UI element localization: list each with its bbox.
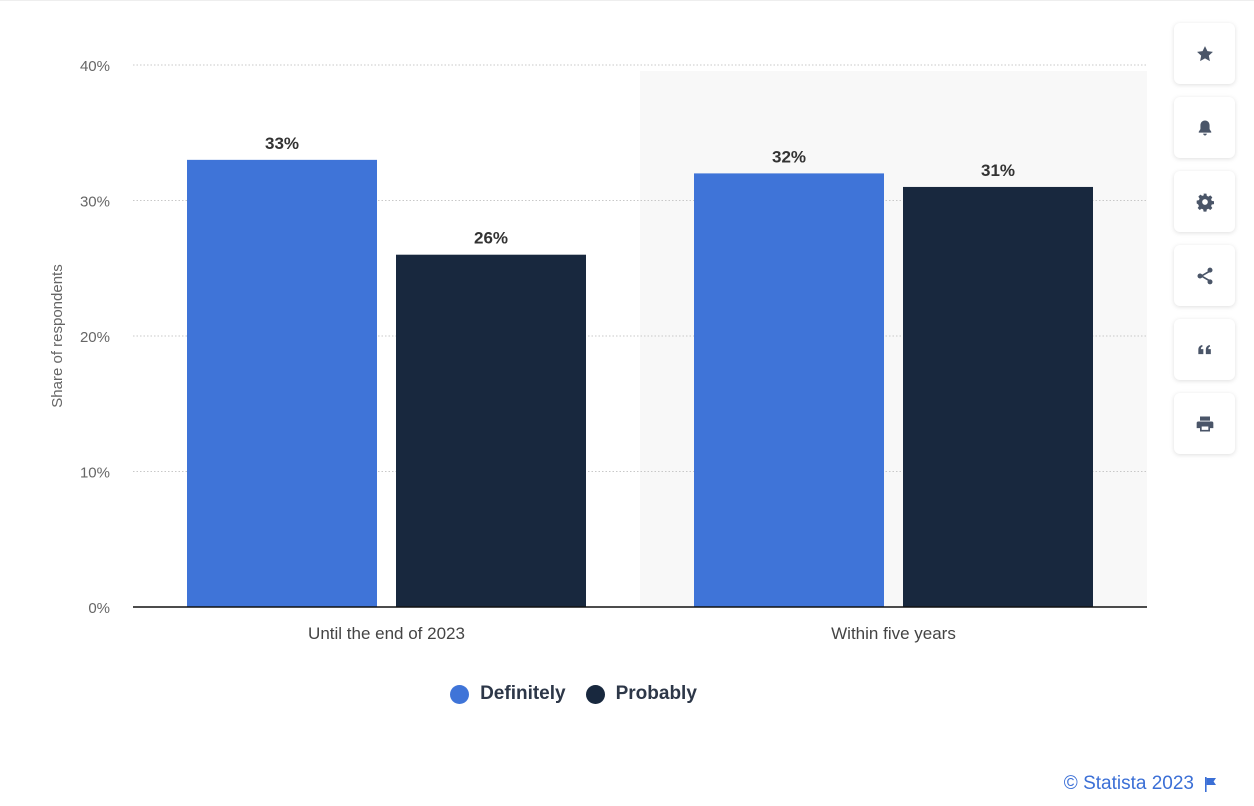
chart: 33% 26% 32% 31% 0% 10% 20% 30% 40% Until the end…: [49, 58, 1147, 643]
credit-text: © Statista 2023: [1063, 773, 1194, 794]
share-button[interactable]: [1174, 245, 1235, 306]
bars: [187, 159, 1093, 607]
y-tick-label: 30%: [80, 194, 110, 211]
notification-button[interactable]: [1174, 97, 1235, 158]
settings-button[interactable]: [1174, 171, 1235, 232]
y-tick-label: 10%: [80, 465, 110, 482]
data-label: 26%: [474, 229, 508, 248]
legend-swatch-probably: [585, 684, 605, 704]
y-tick-label: 0%: [88, 600, 110, 617]
bell-icon: [1198, 120, 1211, 135]
data-label: 33%: [265, 134, 299, 153]
axes: 0% 10% 20% 30% 40% Until the end of 2023 Withi…: [49, 58, 1147, 643]
data-label: 32%: [772, 147, 806, 166]
legend-item-definitely[interactable]: Definitely: [450, 683, 566, 705]
legend-label-probably: Probably: [615, 683, 697, 704]
bar: [694, 173, 884, 607]
print-icon: [1196, 416, 1213, 431]
flag-icon[interactable]: [1204, 776, 1217, 792]
top-divider: [0, 0, 1254, 1]
y-axis-title: Share of respondents: [49, 264, 66, 407]
gear-icon: [1196, 193, 1214, 212]
cite-button[interactable]: [1174, 319, 1235, 380]
bar: [396, 254, 586, 607]
legend-swatch-definitely: [450, 684, 470, 704]
x-tick-label: Within five years: [831, 624, 956, 643]
print-button[interactable]: [1174, 393, 1235, 454]
data-labels: 33% 26% 32% 31%: [265, 134, 1015, 248]
data-label: 31%: [981, 161, 1015, 180]
y-tick-label: 40%: [80, 58, 110, 75]
legend-label-definitely: Definitely: [480, 683, 566, 704]
statista-credit[interactable]: © Statista 2023: [1064, 773, 1217, 795]
x-tick-label: Until the end of 2023: [308, 624, 465, 643]
share-icon: [1197, 267, 1212, 284]
star-icon: [1196, 45, 1213, 61]
bar: [187, 159, 377, 607]
bar: [903, 186, 1093, 607]
legend-item-probably[interactable]: Probably: [585, 683, 697, 705]
quote-icon: [1197, 344, 1211, 354]
y-tick-label: 20%: [80, 329, 110, 346]
favorite-button[interactable]: [1174, 23, 1235, 84]
chart-toolbar: [1174, 23, 1235, 467]
legend: Definitely Probably: [0, 683, 1147, 705]
